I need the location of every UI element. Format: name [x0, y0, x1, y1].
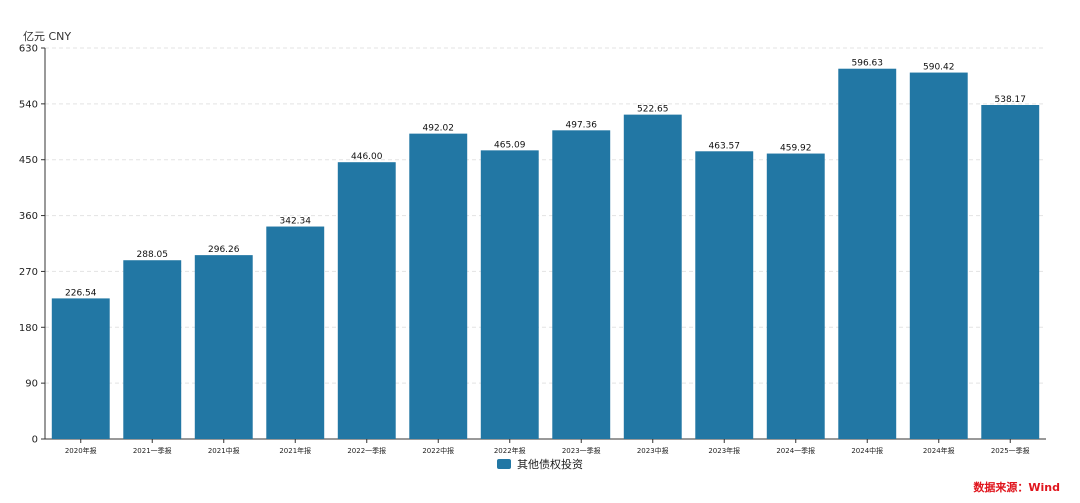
y-tick-label: 450	[19, 155, 38, 166]
bar[interactable]	[51, 298, 110, 439]
x-tick-label: 2022中报	[422, 446, 454, 455]
legend-swatch-icon	[497, 459, 511, 469]
data-label: 596.63	[852, 59, 884, 69]
data-label: 463.57	[709, 141, 741, 151]
x-tick-label: 2021一季报	[133, 446, 172, 455]
bar[interactable]	[409, 133, 468, 440]
data-label: 459.92	[780, 144, 812, 154]
x-tick-label: 2023一季报	[562, 446, 601, 455]
data-label: 522.65	[637, 105, 669, 115]
bar[interactable]	[981, 104, 1040, 439]
y-tick-label: 180	[19, 323, 38, 334]
bar[interactable]	[552, 130, 611, 439]
y-tick-label: 270	[19, 267, 38, 278]
y-axis-unit-label: 亿元 CNY	[23, 30, 72, 43]
y-tick-label: 540	[19, 99, 38, 110]
y-tick-label: 90	[25, 379, 38, 390]
x-tick-label: 2025一季报	[991, 446, 1030, 455]
x-tick-label: 2022一季报	[347, 446, 386, 455]
x-tick-label: 2022年报	[494, 446, 526, 455]
bar[interactable]	[266, 226, 325, 439]
bar[interactable]	[194, 255, 253, 439]
bar[interactable]	[480, 150, 539, 439]
legend[interactable]: 其他债权投资	[0, 456, 1080, 472]
x-tick-label: 2024一季报	[776, 446, 815, 455]
data-label: 497.36	[566, 120, 598, 130]
data-label: 296.26	[208, 245, 240, 255]
bar[interactable]	[909, 72, 968, 439]
x-tick-label: 2024中报	[851, 446, 883, 455]
bar[interactable]	[695, 151, 754, 439]
data-label: 226.54	[65, 288, 97, 298]
bar-chart: 0 90 180 270 360 450 540 630 226.54 2020年报 288.05 2…	[19, 44, 1046, 455]
legend-label: 其他债权投资	[517, 458, 583, 471]
x-tick-label: 2021中报	[208, 446, 240, 455]
x-tick-label: 2020年报	[65, 446, 97, 455]
bar[interactable]	[838, 68, 897, 440]
bar[interactable]	[766, 153, 825, 439]
x-tick-label: 2023年报	[708, 446, 740, 455]
y-tick-label: 360	[19, 211, 38, 222]
data-label: 446.00	[351, 152, 383, 162]
x-tick-label: 2023中报	[637, 446, 669, 455]
bar[interactable]	[123, 260, 182, 439]
data-label: 492.02	[423, 124, 455, 134]
data-label: 590.42	[923, 63, 955, 73]
bar[interactable]	[623, 114, 682, 440]
data-label: 538.17	[995, 95, 1027, 105]
y-tick-label: 0	[32, 435, 38, 446]
bar[interactable]	[337, 162, 396, 439]
data-label: 288.05	[137, 250, 169, 260]
x-tick-label: 2024年报	[923, 446, 955, 455]
y-tick-label: 630	[19, 44, 38, 55]
data-label: 465.09	[494, 140, 526, 150]
data-source-label: 数据来源：Wind	[973, 481, 1060, 494]
data-label: 342.34	[280, 217, 312, 227]
x-tick-label: 2021年报	[279, 446, 311, 455]
